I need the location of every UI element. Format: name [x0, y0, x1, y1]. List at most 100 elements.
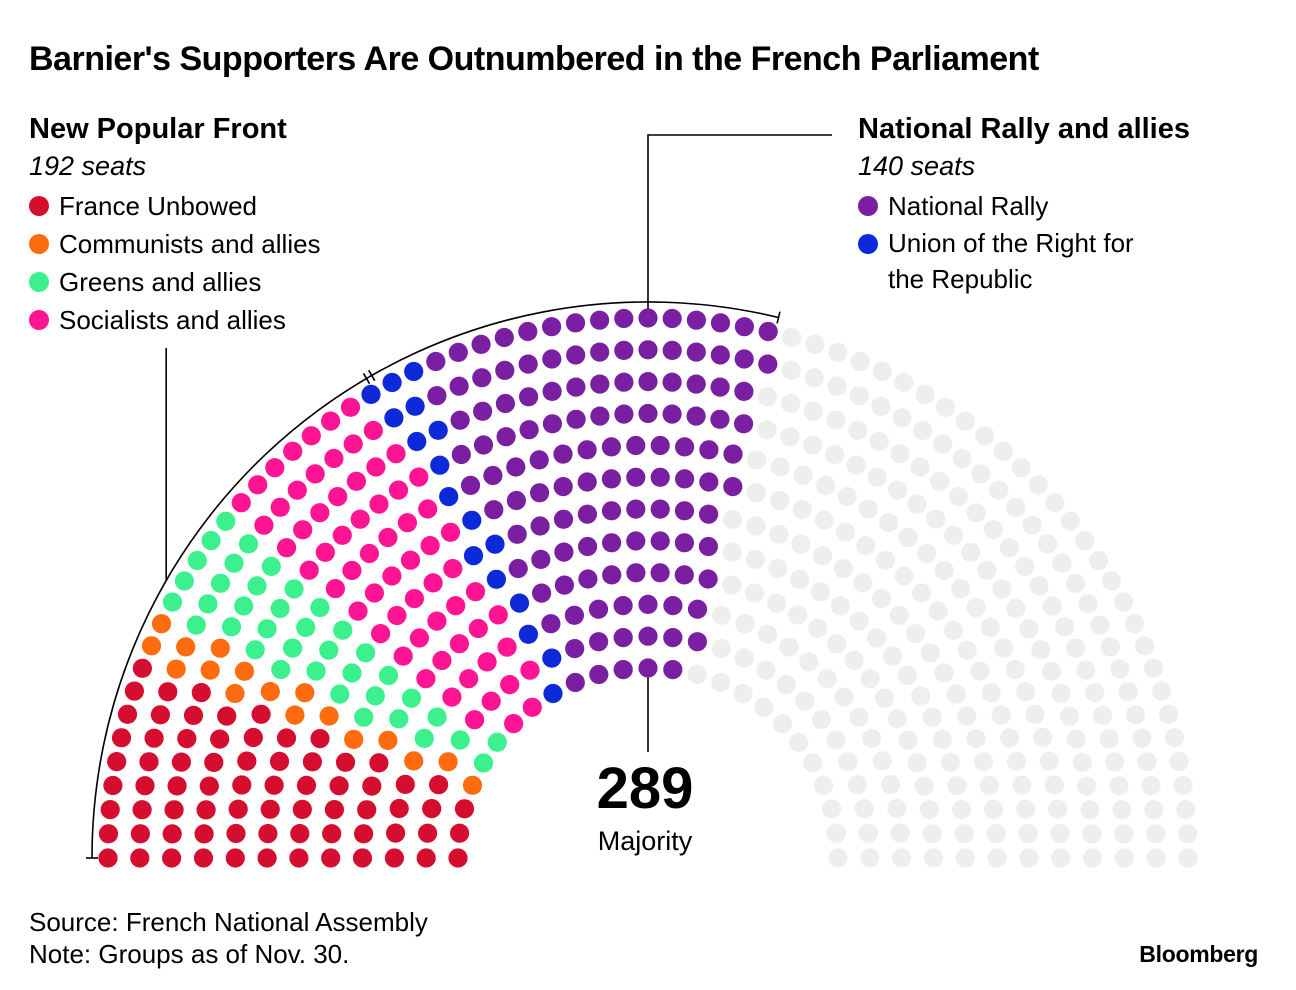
- seat-dot: [914, 776, 934, 796]
- seat-dot: [977, 560, 997, 580]
- seat-dot: [231, 493, 251, 513]
- seat-dot: [802, 753, 823, 773]
- seat-dot: [992, 579, 1012, 599]
- seat-dot: [999, 538, 1020, 558]
- seat-dot: [426, 351, 446, 372]
- seat-dot: [356, 643, 376, 663]
- seat-dots: [98, 308, 1198, 868]
- seat-dot: [952, 448, 972, 469]
- seat-dot: [1011, 458, 1031, 478]
- seat-dot: [826, 730, 846, 750]
- seat-dot: [955, 411, 976, 431]
- legend-item-union-right: Union of the Right for the Republic: [858, 225, 1158, 298]
- seat-dot: [387, 605, 407, 626]
- seat-dot: [432, 650, 452, 671]
- seat-dot: [850, 351, 870, 372]
- seat-dot: [1124, 614, 1145, 634]
- seat-dot: [1033, 727, 1053, 748]
- seat-dot: [776, 675, 796, 695]
- seat-dot: [711, 639, 731, 659]
- seat-dot: [758, 321, 778, 342]
- seat-dot: [662, 308, 682, 329]
- seat-dot: [846, 455, 866, 475]
- seat-dot: [1018, 824, 1038, 844]
- seat-dot: [162, 824, 182, 844]
- seat-dot: [932, 729, 952, 750]
- seat-dot: [578, 569, 598, 589]
- seat-dot: [910, 457, 930, 477]
- seat-dot: [164, 800, 184, 820]
- seat-dot: [1089, 550, 1109, 571]
- seat-dot: [849, 707, 869, 727]
- seat-dot: [907, 494, 927, 514]
- seat-dot: [296, 775, 317, 796]
- seat-dot: [1085, 683, 1105, 703]
- seat-dot: [954, 824, 974, 844]
- seat-dot: [264, 775, 284, 795]
- seat-dot: [224, 553, 244, 573]
- seat-dot: [271, 659, 291, 680]
- seat-dot: [289, 848, 309, 868]
- seat-dot: [699, 504, 719, 524]
- seat-dot: [130, 848, 150, 868]
- seat-dot: [772, 714, 793, 734]
- seat-dot: [710, 345, 730, 365]
- seat-dot: [687, 664, 707, 685]
- seat-dot: [382, 372, 402, 393]
- seat-dot: [757, 387, 778, 407]
- seat-dot: [566, 409, 586, 429]
- seat-dot: [663, 628, 683, 648]
- seat-dot: [397, 513, 417, 533]
- seat-dot: [710, 409, 730, 429]
- seat-dot: [770, 490, 790, 511]
- seat-dot: [321, 848, 341, 868]
- seat-dot: [257, 848, 277, 868]
- legend-swatch: [29, 272, 49, 292]
- seat-dot: [481, 691, 501, 711]
- seat-dot: [804, 368, 824, 388]
- seat-dot: [565, 672, 585, 693]
- seat-dot: [357, 800, 377, 820]
- seat-dot: [442, 687, 462, 707]
- seat-dot: [733, 683, 753, 704]
- right-group-leader: [647, 134, 832, 312]
- seat-dot: [371, 624, 391, 644]
- seat-dot: [496, 427, 516, 447]
- seat-dot: [319, 706, 339, 726]
- seat-dot: [1164, 728, 1185, 748]
- seat-dot: [439, 487, 459, 507]
- seat-dot: [887, 709, 907, 729]
- seat-dot: [928, 601, 948, 621]
- seat-dot: [363, 420, 383, 441]
- seat-dot: [564, 605, 585, 625]
- seat-dot: [519, 420, 539, 440]
- seat-dot: [1099, 729, 1119, 749]
- seat-dot: [473, 401, 493, 421]
- seat-dot: [1144, 658, 1164, 678]
- seat-dot: [325, 579, 345, 599]
- seat-dot: [438, 752, 458, 772]
- seat-dot: [686, 374, 706, 394]
- seat-dot: [443, 559, 463, 579]
- seat-dot: [477, 652, 497, 672]
- seat-dot: [589, 632, 609, 652]
- seat-dot: [1059, 706, 1079, 726]
- seat-dot: [734, 414, 754, 434]
- seat-dot: [856, 536, 876, 556]
- seat-dot: [674, 533, 695, 553]
- seat-dot: [1114, 848, 1134, 868]
- groups-note: Note: Groups as of Nov. 30.: [29, 939, 350, 969]
- seat-dot: [463, 546, 484, 566]
- seat-dot: [234, 661, 255, 681]
- seat-dot: [1114, 824, 1134, 844]
- seat-dot: [898, 730, 918, 751]
- seat-dot: [100, 800, 120, 820]
- seat-dot: [287, 480, 307, 500]
- seat-dot: [782, 327, 802, 348]
- legend-swatch: [29, 310, 49, 330]
- seat-dot: [348, 601, 368, 621]
- seat-dot: [251, 704, 271, 724]
- seat-dot: [542, 648, 562, 668]
- seat-dot: [247, 576, 267, 596]
- seat-dot: [176, 637, 196, 657]
